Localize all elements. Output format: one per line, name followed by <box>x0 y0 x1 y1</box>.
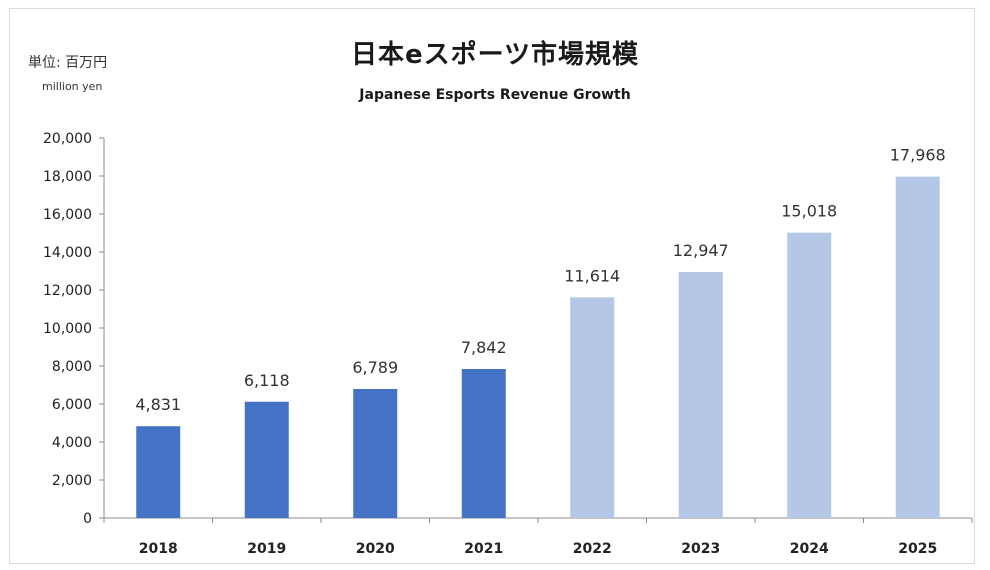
x-category-label: 2021 <box>464 541 503 557</box>
y-tick-label: 4,000 <box>52 435 92 451</box>
y-axis-ticks: 0 2,000 4,000 6,000 8,000 10,000 12,000 14,000 1… <box>43 131 104 527</box>
bars <box>136 176 940 518</box>
x-category-label: 2018 <box>139 541 178 557</box>
data-label-2021: 7,842 <box>461 338 507 357</box>
data-label-2019: 6,118 <box>244 371 290 390</box>
x-axis-categories: 2018 2019 2020 2021 2022 2023 2024 2025 <box>139 541 937 557</box>
bar-2025 <box>895 176 940 518</box>
data-label-2025: 17,968 <box>890 146 946 165</box>
data-label-2023: 12,947 <box>673 241 729 260</box>
unit-label-en: million yen <box>42 80 103 93</box>
x-category-label: 2019 <box>247 541 286 557</box>
y-tick-label: 2,000 <box>52 473 92 489</box>
x-category-label: 2025 <box>898 541 937 557</box>
y-tick-label: 20,000 <box>43 131 92 147</box>
unit-label-jp: 単位: 百万円 <box>28 55 108 71</box>
data-label-2018: 4,831 <box>135 395 181 414</box>
y-tick-label: 10,000 <box>43 321 92 337</box>
y-tick-label: 18,000 <box>43 169 92 185</box>
x-category-label: 2023 <box>681 541 720 557</box>
bar-2021 <box>461 369 506 518</box>
bar-2023 <box>678 272 723 518</box>
bar-2022 <box>570 297 615 518</box>
chart-title: 日本eスポーツ市場規模 <box>350 40 640 70</box>
bar-2019 <box>244 401 289 518</box>
data-label-2022: 11,614 <box>564 266 620 285</box>
y-tick-label: 14,000 <box>43 245 92 261</box>
axes <box>103 138 973 523</box>
y-tick-label: 8,000 <box>52 359 92 375</box>
x-category-label: 2024 <box>790 541 829 557</box>
bar-2020 <box>353 389 398 518</box>
data-labels: 4,831 6,118 6,789 7,842 11,614 12,947 15,018 17… <box>135 146 945 415</box>
y-tick-label: 6,000 <box>52 397 92 413</box>
x-category-label: 2020 <box>356 541 395 557</box>
y-tick-label: 16,000 <box>43 207 92 223</box>
data-label-2024: 15,018 <box>781 202 837 221</box>
data-label-2020: 6,789 <box>352 358 398 377</box>
y-tick-label: 12,000 <box>43 283 92 299</box>
bar-2024 <box>787 232 832 518</box>
chart-subtitle: Japanese Esports Revenue Growth <box>359 87 631 103</box>
y-tick-label: 0 <box>83 511 92 527</box>
bar-2018 <box>136 426 181 518</box>
x-category-label: 2022 <box>573 541 612 557</box>
